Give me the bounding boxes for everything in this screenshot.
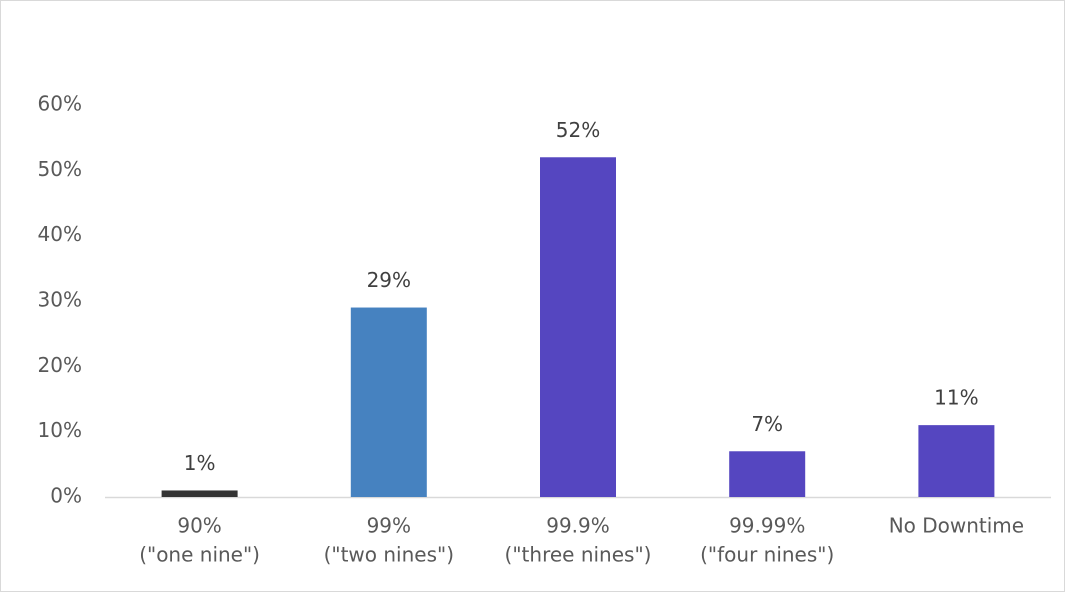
y-tick-label: 20% [38, 353, 82, 377]
x-tick-label: ("two nines") [324, 543, 454, 567]
bar [161, 490, 238, 497]
data-label: 11% [934, 386, 978, 410]
data-label: 52% [556, 118, 600, 142]
x-tick-label: 99% [367, 514, 411, 538]
x-tick-label: 99.99% [729, 514, 805, 538]
data-label: 1% [184, 451, 216, 475]
x-tick-label: No Downtime [889, 514, 1024, 538]
y-tick-label: 0% [50, 484, 82, 508]
y-tick-label: 30% [38, 288, 82, 312]
bar [540, 157, 616, 497]
x-tick-label: 90% [177, 514, 221, 538]
y-tick-label: 60% [38, 92, 82, 116]
bar [729, 451, 806, 497]
bar [350, 307, 427, 497]
data-label: 7% [751, 412, 783, 436]
x-tick-label: ("four nines") [700, 543, 834, 567]
y-tick-label: 40% [38, 222, 82, 246]
x-tick-label: ("one nine") [139, 543, 260, 567]
y-tick-label: 50% [38, 157, 82, 181]
bar [918, 425, 995, 497]
data-label: 29% [367, 268, 411, 292]
x-tick-label: 99.9% [546, 514, 610, 538]
y-tick-label: 10% [38, 418, 82, 442]
x-tick-label: ("three nines") [505, 543, 652, 567]
